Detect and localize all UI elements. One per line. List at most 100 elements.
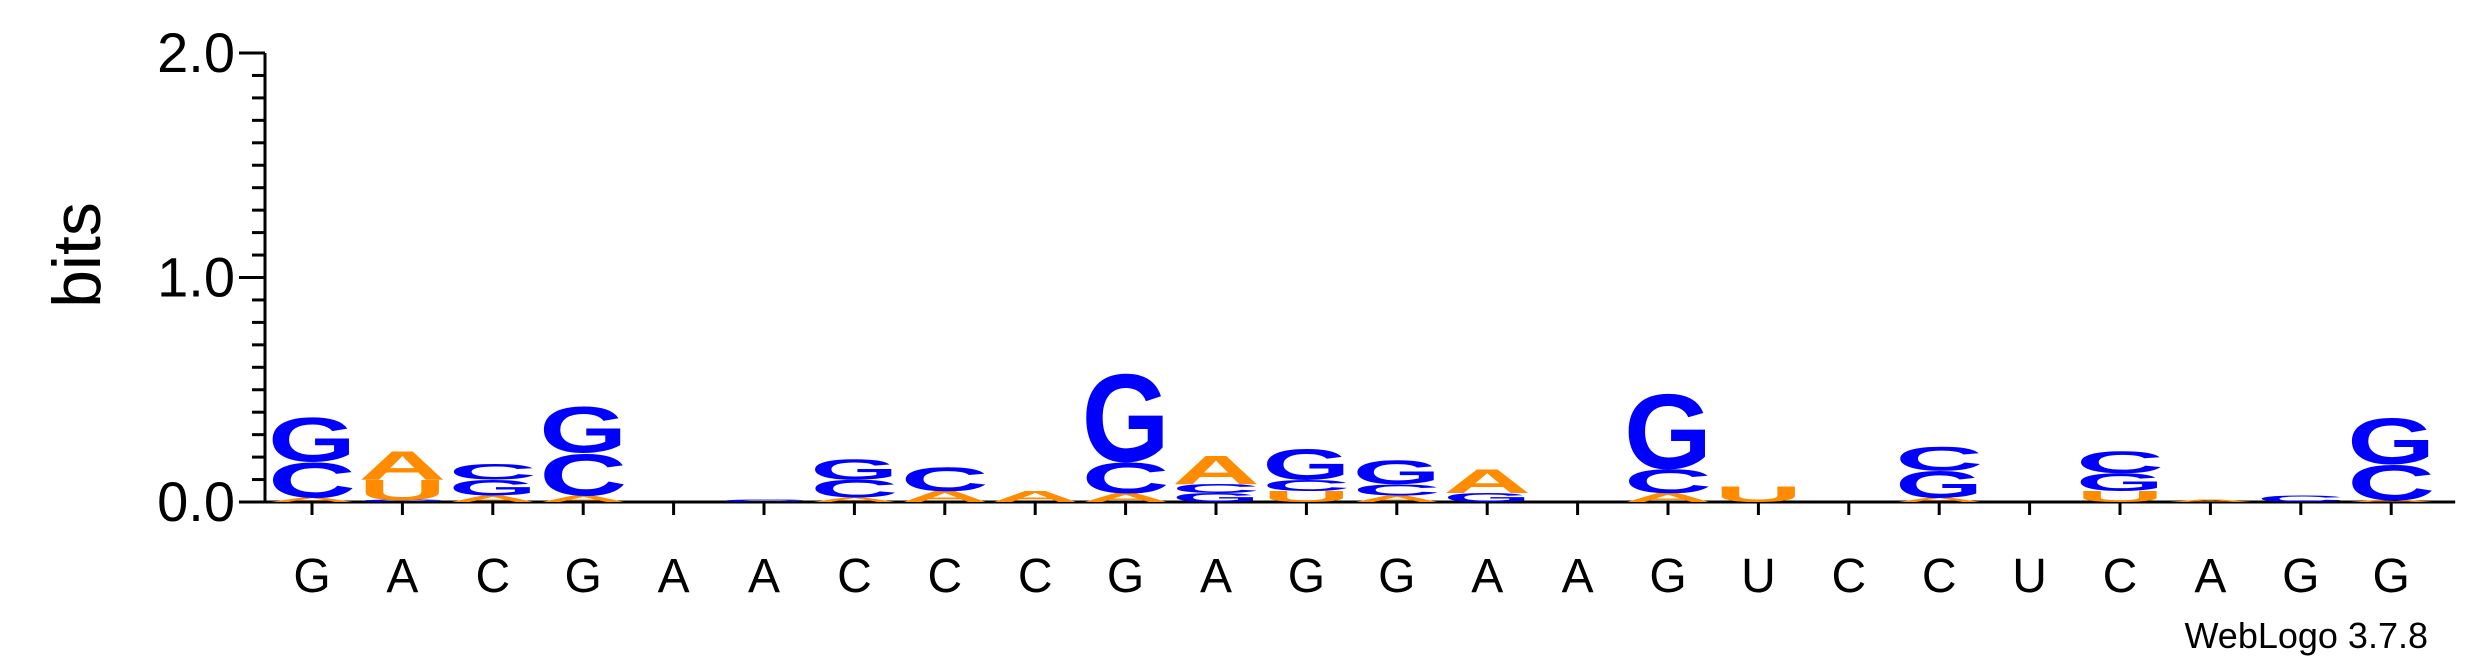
logo-letter-A: A xyxy=(2166,499,2254,503)
svg-text:G: G xyxy=(810,454,898,486)
svg-text:G: G xyxy=(2347,404,2435,478)
position-label: U xyxy=(1741,550,1776,603)
svg-text:G: G xyxy=(2076,468,2164,496)
svg-text:C: C xyxy=(2076,444,2164,479)
svg-text:G: G xyxy=(539,393,627,467)
logo-letter-U: U xyxy=(2076,488,2164,506)
svg-text:C: C xyxy=(539,442,627,509)
position-label: C xyxy=(927,550,962,603)
svg-text:A: A xyxy=(1624,491,1712,505)
logo-letter-G: G xyxy=(1262,440,1350,489)
svg-text:U: U xyxy=(2076,488,2164,506)
logo-letter-C: C xyxy=(358,499,446,503)
logo-letter-G: G xyxy=(2347,404,2435,478)
position-label: C xyxy=(1831,550,1866,603)
svg-text:G: G xyxy=(1895,464,1983,506)
svg-text:U: U xyxy=(1262,488,1350,506)
logo-letter-G: G xyxy=(1624,371,1712,491)
svg-text:A: A xyxy=(358,443,446,488)
logo-letter-C: C xyxy=(2347,454,2435,510)
position-label: G xyxy=(1107,550,1144,603)
position-label: G xyxy=(2373,550,2410,603)
logo-letter-C: C xyxy=(901,459,989,498)
logo-letter-A: A xyxy=(539,494,627,504)
svg-text:A: A xyxy=(810,496,898,503)
position-label: A xyxy=(386,550,418,603)
position-label: G xyxy=(565,550,602,603)
svg-text:A: A xyxy=(449,494,537,504)
logo-letter-A: A xyxy=(810,496,898,503)
svg-text:C: C xyxy=(2257,494,2345,504)
svg-text:G: G xyxy=(449,476,537,501)
logo-letter-A: A xyxy=(449,494,537,504)
position-label: C xyxy=(837,550,872,603)
svg-text:C: C xyxy=(1172,482,1260,496)
logo-letter-G: G xyxy=(539,393,627,467)
svg-text:C: C xyxy=(1353,481,1441,499)
logo-letter-G: G xyxy=(810,454,898,486)
svg-text:A: A xyxy=(1895,496,1983,503)
position-label: U xyxy=(2012,550,2047,603)
y-tick-label: 1.0 xyxy=(157,246,235,309)
logo-letter-A: A xyxy=(1443,462,1531,501)
logo-letter-C: C xyxy=(1895,439,1983,478)
svg-text:A: A xyxy=(1082,491,1170,505)
logo-letter-A: A xyxy=(1895,496,1983,503)
logo-letter-A: A xyxy=(2347,499,2435,503)
position-label: A xyxy=(2194,550,2226,603)
position-label: A xyxy=(1562,550,1594,603)
svg-text:G: G xyxy=(1172,491,1260,505)
logo-letter-U: U xyxy=(1262,488,1350,506)
logo-letter-C: C xyxy=(268,452,356,508)
logo-letter-C: C xyxy=(449,460,537,485)
position-label: C xyxy=(475,550,510,603)
position-label: G xyxy=(293,550,330,603)
logo-letter-G: G xyxy=(1172,491,1260,505)
logo-letter-C: C xyxy=(1082,454,1170,503)
svg-text:C: C xyxy=(901,459,989,498)
svg-text:G: G xyxy=(1082,349,1170,489)
position-label: G xyxy=(1378,550,1415,603)
logo-letter-C: C xyxy=(1353,481,1441,499)
logo-letter-A: A xyxy=(358,443,446,488)
logo-letter-C: C xyxy=(539,442,627,509)
logo-letter-G: G xyxy=(449,476,537,501)
svg-text:A: A xyxy=(991,488,1079,506)
position-label: G xyxy=(2282,550,2319,603)
logo-letter-G: G xyxy=(1895,464,1983,506)
svg-text:C: C xyxy=(810,475,898,503)
logo-letter-G: G xyxy=(1353,453,1441,492)
svg-text:C: C xyxy=(358,499,446,503)
position-label: A xyxy=(658,550,690,603)
y-axis-label: bits xyxy=(39,202,115,308)
logo-letter-G: G xyxy=(268,404,356,475)
svg-text:C: C xyxy=(1624,462,1712,501)
position-label: A xyxy=(1200,550,1232,603)
axes: 0.0 1.0 2.0 xyxy=(157,21,2456,533)
logo-letter-G: G xyxy=(1082,349,1170,489)
svg-text:C: C xyxy=(449,460,537,485)
logo-letter-C: C xyxy=(720,499,808,503)
svg-text:C: C xyxy=(1082,454,1170,503)
position-label: G xyxy=(1649,550,1686,603)
weblogo-credit: WebLogo 3.7.8 xyxy=(2184,615,2428,656)
svg-text:C: C xyxy=(1895,439,1983,478)
logo-letter-A: A xyxy=(1082,491,1170,505)
logo-letter-C: C xyxy=(2257,494,2345,504)
svg-text:A: A xyxy=(539,494,627,504)
logo-letter-U: U xyxy=(358,474,446,506)
svg-text:G: G xyxy=(1262,440,1350,489)
svg-text:C: C xyxy=(2347,454,2435,510)
svg-text:U: U xyxy=(358,474,446,506)
svg-text:C: C xyxy=(268,452,356,508)
logo-letter-G: G xyxy=(1443,491,1531,505)
logo-letter-C: C xyxy=(1262,477,1350,495)
position-label: C xyxy=(2103,550,2138,603)
logo-letter-A: A xyxy=(901,488,989,506)
svg-text:C: C xyxy=(1262,477,1350,495)
svg-text:A: A xyxy=(268,496,356,503)
logo-letter-A: A xyxy=(1172,448,1260,493)
logo-letter-A: A xyxy=(1353,494,1441,504)
